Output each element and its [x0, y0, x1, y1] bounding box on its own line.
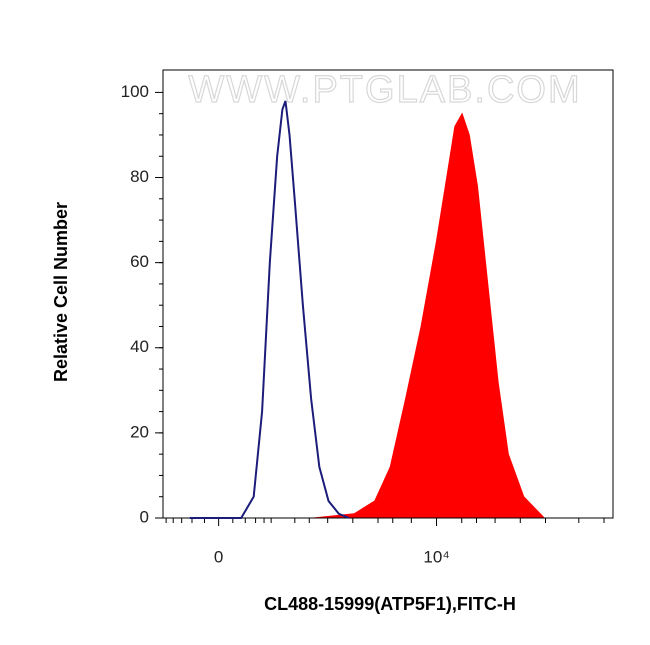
- y-tick-label: 40: [130, 337, 149, 356]
- histogram-area: [313, 112, 570, 519]
- plot-frame: [162, 69, 614, 519]
- watermark: WWW.PTGLAB.COM: [188, 69, 581, 111]
- y-axis-title: Relative Cell Number: [51, 202, 71, 382]
- x-tick-label: 0: [214, 547, 223, 566]
- histogram-line: [189, 100, 350, 519]
- x-tick-label: 10⁴: [423, 547, 449, 566]
- x-axis-title: CL488-15999(ATP5F1),FITC-H: [264, 594, 516, 614]
- y-tick-label: 60: [130, 252, 149, 271]
- y-tick-label: 20: [130, 422, 149, 441]
- y-tick-label: 100: [121, 82, 149, 101]
- y-tick-label: 0: [140, 507, 149, 526]
- y-tick-label: 80: [130, 167, 149, 186]
